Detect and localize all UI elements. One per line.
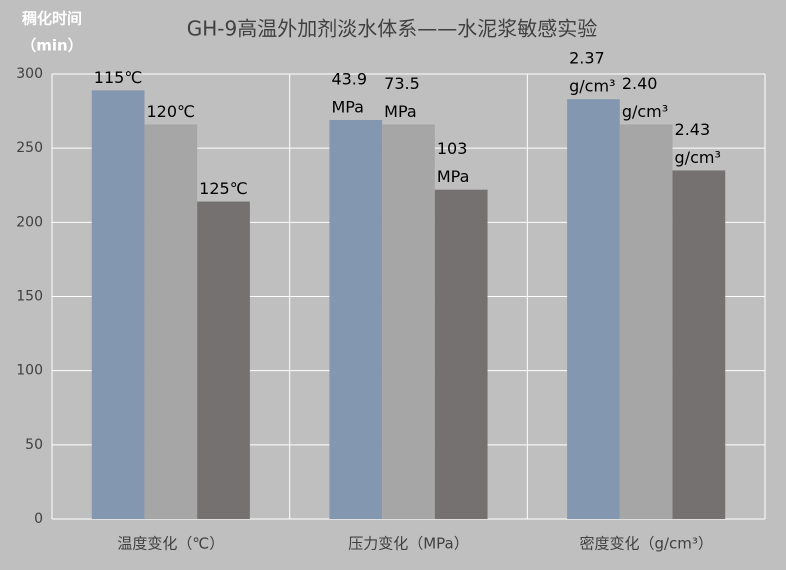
- y-tick-label: 150: [16, 289, 43, 305]
- y-tick-label: 300: [16, 66, 43, 82]
- data-label: g/cm³: [622, 102, 668, 121]
- y-tick-label: 200: [16, 214, 43, 230]
- x-tick-label: 密度变化（g/cm³）: [579, 535, 712, 553]
- data-label: 2.43: [675, 120, 711, 139]
- x-tick-label: 压力变化（MPa）: [348, 535, 469, 553]
- bar: [434, 189, 488, 519]
- bar: [382, 124, 435, 519]
- bar: [329, 119, 383, 519]
- x-tick-label: 温度变化（℃）: [117, 535, 224, 553]
- y-axis-unit: （min）: [21, 37, 82, 55]
- data-label: 2.37: [569, 49, 605, 68]
- bar: [567, 99, 620, 519]
- data-label: MPa: [384, 102, 417, 121]
- bar: [91, 90, 145, 520]
- y-tick-label: 50: [25, 437, 43, 453]
- data-label: MPa: [437, 167, 470, 186]
- y-tick-label: 100: [16, 363, 43, 379]
- bar: [672, 170, 726, 519]
- data-label: 115℃: [94, 68, 143, 87]
- data-label: g/cm³: [675, 148, 721, 167]
- bar: [144, 124, 198, 519]
- data-label: MPa: [331, 97, 364, 116]
- bar: [619, 124, 673, 519]
- data-label: 120℃: [146, 102, 195, 121]
- y-tick-label: 250: [16, 140, 43, 156]
- data-label: 103: [437, 139, 468, 158]
- data-label: 125℃: [199, 179, 248, 198]
- data-label: 2.40: [622, 74, 658, 93]
- y-tick-label: 0: [34, 511, 43, 527]
- data-label: 73.5: [384, 74, 420, 93]
- data-label: 43.9: [331, 69, 367, 88]
- data-label: g/cm³: [569, 77, 615, 96]
- y-axis-label: 稠化时间: [21, 10, 82, 28]
- chart-title: GH-9高温外加剂淡水体系——水泥浆敏感实验: [187, 17, 597, 41]
- bar: [197, 201, 250, 520]
